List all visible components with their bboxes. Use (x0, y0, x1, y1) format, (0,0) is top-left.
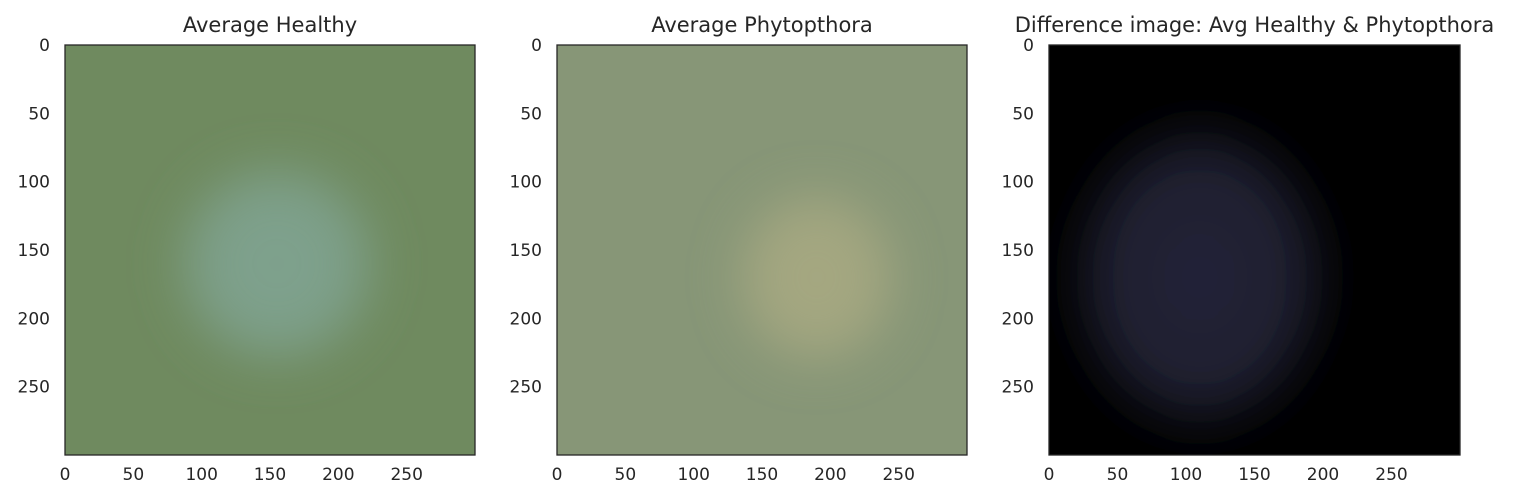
x-tick-label: 0 (60, 465, 71, 485)
x-tick-label: 150 (1238, 465, 1270, 485)
y-tick-label: 200 (1002, 309, 1034, 329)
x-tick-label: 200 (814, 465, 846, 485)
x-tick-label: 0 (1044, 465, 1055, 485)
y-tick-label: 100 (18, 173, 50, 193)
y-tick-label: 0 (1023, 36, 1034, 56)
y-tick-label: 250 (18, 378, 50, 398)
image-panel-2 (557, 45, 967, 455)
x-tick-label: 50 (123, 465, 145, 485)
axes-frame (556, 44, 968, 456)
x-tick-label: 0 (552, 465, 563, 485)
y-tick-label: 250 (1002, 378, 1034, 398)
x-tick-label: 250 (1375, 465, 1407, 485)
image-panel-3 (1049, 45, 1460, 455)
subplot-1: Average Healthy 0 50 100 150 200 250 0 50 100 150 2… (18, 13, 476, 485)
axes-frame (1048, 44, 1461, 456)
y-tick-label: 0 (39, 36, 50, 56)
x-tick-label: 250 (882, 465, 914, 485)
y-tick-label: 100 (510, 173, 542, 193)
x-tick-label: 100 (1170, 465, 1202, 485)
subplot-3: Difference image: Avg Healthy & Phytopth… (1002, 13, 1495, 485)
y-tick-label: 150 (510, 241, 542, 261)
chart-title: Average Phytopthora (651, 13, 873, 37)
x-tick-label: 100 (185, 465, 217, 485)
y-tick-label: 200 (18, 309, 50, 329)
y-tick-label: 50 (520, 104, 542, 124)
chart-title: Difference image: Avg Healthy & Phytopth… (1015, 13, 1494, 37)
y-tick-label: 0 (531, 36, 542, 56)
y-tick-label: 150 (18, 241, 50, 261)
x-tick-label: 200 (322, 465, 354, 485)
axes-frame (64, 44, 476, 456)
x-tick-label: 200 (1307, 465, 1339, 485)
x-tick-label: 50 (615, 465, 637, 485)
chart-title: Average Healthy (183, 13, 357, 37)
x-tick-label: 150 (254, 465, 286, 485)
y-tick-label: 250 (510, 378, 542, 398)
x-tick-label: 250 (390, 465, 422, 485)
y-tick-label: 50 (28, 104, 50, 124)
subplot-2: Average Phytopthora 0 50 100 150 200 250 0 50 100… (510, 13, 968, 485)
image-feature-blob (167, 154, 387, 373)
image-panel-1 (65, 45, 475, 455)
y-tick-label: 50 (1012, 104, 1034, 124)
y-tick-label: 200 (510, 309, 542, 329)
image-feature-blob (1062, 113, 1337, 442)
y-tick-label: 150 (1002, 241, 1034, 261)
x-tick-label: 100 (677, 465, 709, 485)
x-tick-label: 150 (746, 465, 778, 485)
x-tick-label: 50 (1107, 465, 1129, 485)
image-feature-blob (727, 181, 906, 373)
y-tick-label: 100 (1002, 173, 1034, 193)
